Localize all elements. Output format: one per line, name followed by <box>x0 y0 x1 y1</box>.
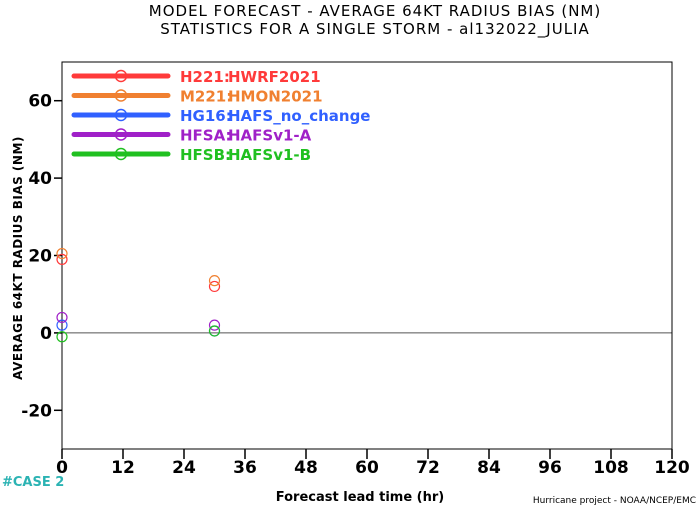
x-tick-label: 84 <box>477 458 501 478</box>
legend-series-name: M221: <box>180 88 232 106</box>
data-points <box>56 247 221 343</box>
legend-series-label: HAFSv1-A <box>228 127 312 145</box>
legend-marker <box>114 147 128 161</box>
case-label: #CASE 2 <box>2 475 64 490</box>
y-axis-label: AVERAGE 64KT RADIUS BIAS (NM) <box>11 136 25 380</box>
legend-marker <box>114 108 128 122</box>
data-point <box>56 331 68 343</box>
x-tick-label: 0 <box>56 458 68 478</box>
x-axis-label: Forecast lead time (hr) <box>276 490 444 505</box>
x-tick-label: 60 <box>355 458 379 478</box>
legend-series-name: HFSA: <box>180 127 232 145</box>
data-point <box>208 325 221 337</box>
y-tick-label: 0 <box>40 324 52 344</box>
x-axis-ticks: 0 12 24 36 48 60 72 84 96 108 120 <box>56 449 690 478</box>
y-tick-label: 60 <box>28 92 52 112</box>
x-tick-label: 12 <box>111 458 135 478</box>
legend-series-label: HMON2021 <box>228 88 323 106</box>
data-point <box>56 247 68 260</box>
legend-marker <box>114 128 128 141</box>
legend-series-name: HG16: <box>180 107 232 125</box>
x-tick-label: 72 <box>416 458 440 478</box>
x-tick-label: 120 <box>654 458 690 478</box>
data-point <box>208 275 221 287</box>
legend-series-label: HAFSv1-B <box>228 146 311 164</box>
credit-text: Hurricane project - NOAA/NCEP/EMC <box>533 496 696 506</box>
legend-series-name: HFSB: <box>180 146 231 164</box>
legend-series-label: HWRF2021 <box>228 68 321 86</box>
x-tick-label: 24 <box>172 458 196 478</box>
data-point <box>56 319 68 331</box>
legend-marker <box>114 69 128 83</box>
x-tick-label: 36 <box>233 458 257 478</box>
x-tick-label: 96 <box>538 458 562 478</box>
data-point <box>208 280 221 293</box>
x-tick-label: 48 <box>294 458 318 478</box>
legend: H221:HWRF2021 M221:HMON2021HG16:HAFS_no_c… <box>71 68 370 164</box>
y-tick-label: -20 <box>21 401 52 421</box>
data-point <box>208 319 221 331</box>
legend-series-label: HAFS_no_change <box>228 107 370 125</box>
y-axis-ticks: -20 0 20 40 60 <box>21 92 62 421</box>
chart-title: MODEL FORECAST - AVERAGE 64KT RADIUS BIA… <box>149 2 601 20</box>
chart-subtitle: STATISTICS FOR A SINGLE STORM - al132022… <box>160 20 590 39</box>
plot-frame <box>61 61 673 450</box>
legend-marker <box>114 89 128 102</box>
data-point <box>56 253 68 265</box>
data-point <box>56 311 68 324</box>
y-tick-label: 20 <box>28 247 52 267</box>
legend-series-name: H221: <box>180 68 230 86</box>
x-tick-label: 108 <box>593 458 629 478</box>
y-tick-label: 40 <box>28 169 52 189</box>
